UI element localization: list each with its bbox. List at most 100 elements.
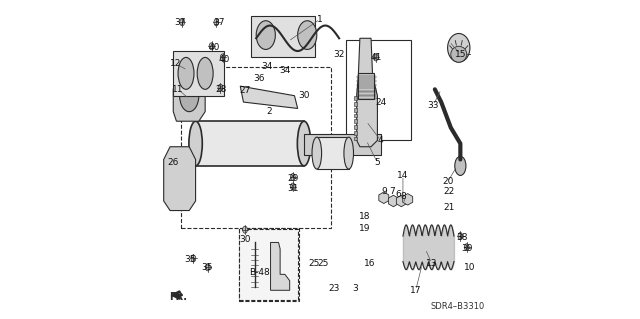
Text: 28: 28 (216, 85, 227, 94)
Bar (355, 119, 357, 123)
Text: 14: 14 (397, 171, 408, 180)
Ellipse shape (205, 264, 210, 271)
Text: 37: 37 (214, 18, 225, 27)
Ellipse shape (180, 19, 184, 26)
Bar (355, 96, 357, 100)
Text: 11: 11 (172, 85, 184, 94)
Text: 23: 23 (329, 284, 340, 293)
Text: 41: 41 (370, 53, 381, 62)
Ellipse shape (312, 137, 321, 169)
Ellipse shape (220, 54, 225, 61)
Text: 36: 36 (253, 74, 265, 83)
Text: 33: 33 (428, 101, 439, 110)
Ellipse shape (191, 255, 196, 262)
Text: 25: 25 (317, 259, 329, 268)
Text: B-48: B-48 (249, 268, 270, 277)
Ellipse shape (344, 137, 353, 169)
Bar (173, 51, 224, 96)
Text: 32: 32 (333, 50, 345, 59)
Text: 35: 35 (201, 263, 212, 272)
Bar (357, 76, 376, 78)
Text: 35: 35 (184, 256, 196, 264)
Text: 7: 7 (389, 187, 395, 196)
Bar (252, 16, 316, 57)
Text: 29: 29 (287, 174, 299, 183)
Text: 5: 5 (374, 158, 380, 167)
Text: 37: 37 (175, 18, 186, 27)
Bar (355, 131, 357, 135)
Text: 26: 26 (168, 158, 179, 167)
Ellipse shape (455, 156, 466, 175)
Text: 30: 30 (298, 91, 310, 100)
Text: 15: 15 (454, 50, 466, 59)
Text: 30: 30 (239, 235, 251, 244)
Text: 40: 40 (219, 55, 230, 63)
Text: 27: 27 (239, 86, 251, 95)
Ellipse shape (178, 57, 194, 89)
Ellipse shape (298, 21, 317, 49)
Bar (196, 121, 304, 166)
Text: 40: 40 (209, 43, 220, 52)
Text: 8: 8 (400, 192, 406, 201)
Polygon shape (271, 242, 290, 290)
Text: 6: 6 (396, 190, 401, 199)
Ellipse shape (447, 33, 470, 62)
Bar (355, 108, 357, 112)
Ellipse shape (243, 226, 248, 233)
Text: FR.: FR. (169, 292, 187, 302)
Ellipse shape (218, 84, 223, 91)
Bar (357, 84, 376, 86)
Text: SDR4–B3310: SDR4–B3310 (430, 302, 484, 311)
Bar (357, 96, 376, 99)
Ellipse shape (209, 43, 214, 50)
Text: 1: 1 (317, 15, 323, 24)
Ellipse shape (298, 121, 311, 166)
Ellipse shape (451, 46, 467, 62)
Ellipse shape (458, 233, 463, 240)
Text: 22: 22 (444, 187, 455, 196)
Bar (304, 134, 381, 155)
Polygon shape (173, 70, 205, 121)
Ellipse shape (291, 183, 295, 190)
Polygon shape (164, 147, 196, 211)
Text: 2: 2 (266, 107, 272, 116)
Text: 39: 39 (461, 244, 473, 253)
Text: 38: 38 (456, 233, 468, 242)
Text: 34: 34 (262, 63, 273, 71)
Text: 16: 16 (364, 259, 375, 268)
Text: 18: 18 (359, 212, 371, 221)
Text: 10: 10 (464, 263, 476, 272)
Bar (355, 114, 357, 117)
Ellipse shape (373, 54, 378, 61)
Bar (357, 80, 376, 82)
Polygon shape (356, 38, 378, 147)
Text: 25: 25 (308, 259, 319, 268)
Ellipse shape (189, 121, 202, 166)
Text: 31: 31 (287, 184, 299, 193)
Ellipse shape (197, 57, 213, 89)
Bar (357, 88, 376, 91)
Bar (355, 137, 357, 140)
Text: 13: 13 (426, 259, 437, 268)
Text: 9: 9 (381, 187, 387, 196)
Text: 20: 20 (442, 177, 453, 186)
Text: 19: 19 (359, 224, 371, 233)
Text: 4: 4 (378, 136, 383, 145)
Bar (357, 92, 376, 95)
Ellipse shape (291, 174, 295, 181)
Bar (355, 125, 357, 129)
Polygon shape (240, 86, 298, 108)
Ellipse shape (180, 80, 199, 112)
Text: 21: 21 (444, 203, 455, 212)
Text: 17: 17 (410, 286, 422, 295)
Ellipse shape (256, 21, 275, 49)
Text: 34: 34 (279, 66, 291, 75)
Bar (358, 73, 374, 99)
Text: 12: 12 (170, 59, 182, 68)
Text: 24: 24 (375, 98, 386, 107)
Text: 3: 3 (352, 284, 358, 293)
Bar (239, 229, 298, 300)
Bar (317, 137, 349, 169)
Ellipse shape (214, 19, 219, 26)
Ellipse shape (465, 244, 469, 251)
